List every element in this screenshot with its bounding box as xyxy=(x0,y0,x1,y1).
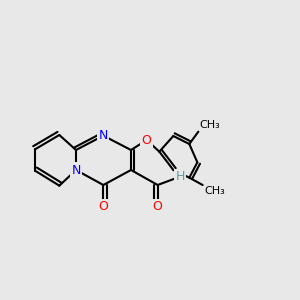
Text: O: O xyxy=(98,200,108,213)
Text: CH₃: CH₃ xyxy=(200,120,220,130)
Text: CH₃: CH₃ xyxy=(204,187,225,196)
Text: N: N xyxy=(71,164,81,176)
Text: H: H xyxy=(175,170,185,183)
Text: O: O xyxy=(142,134,152,146)
Text: O: O xyxy=(153,200,163,213)
Text: N: N xyxy=(99,129,108,142)
